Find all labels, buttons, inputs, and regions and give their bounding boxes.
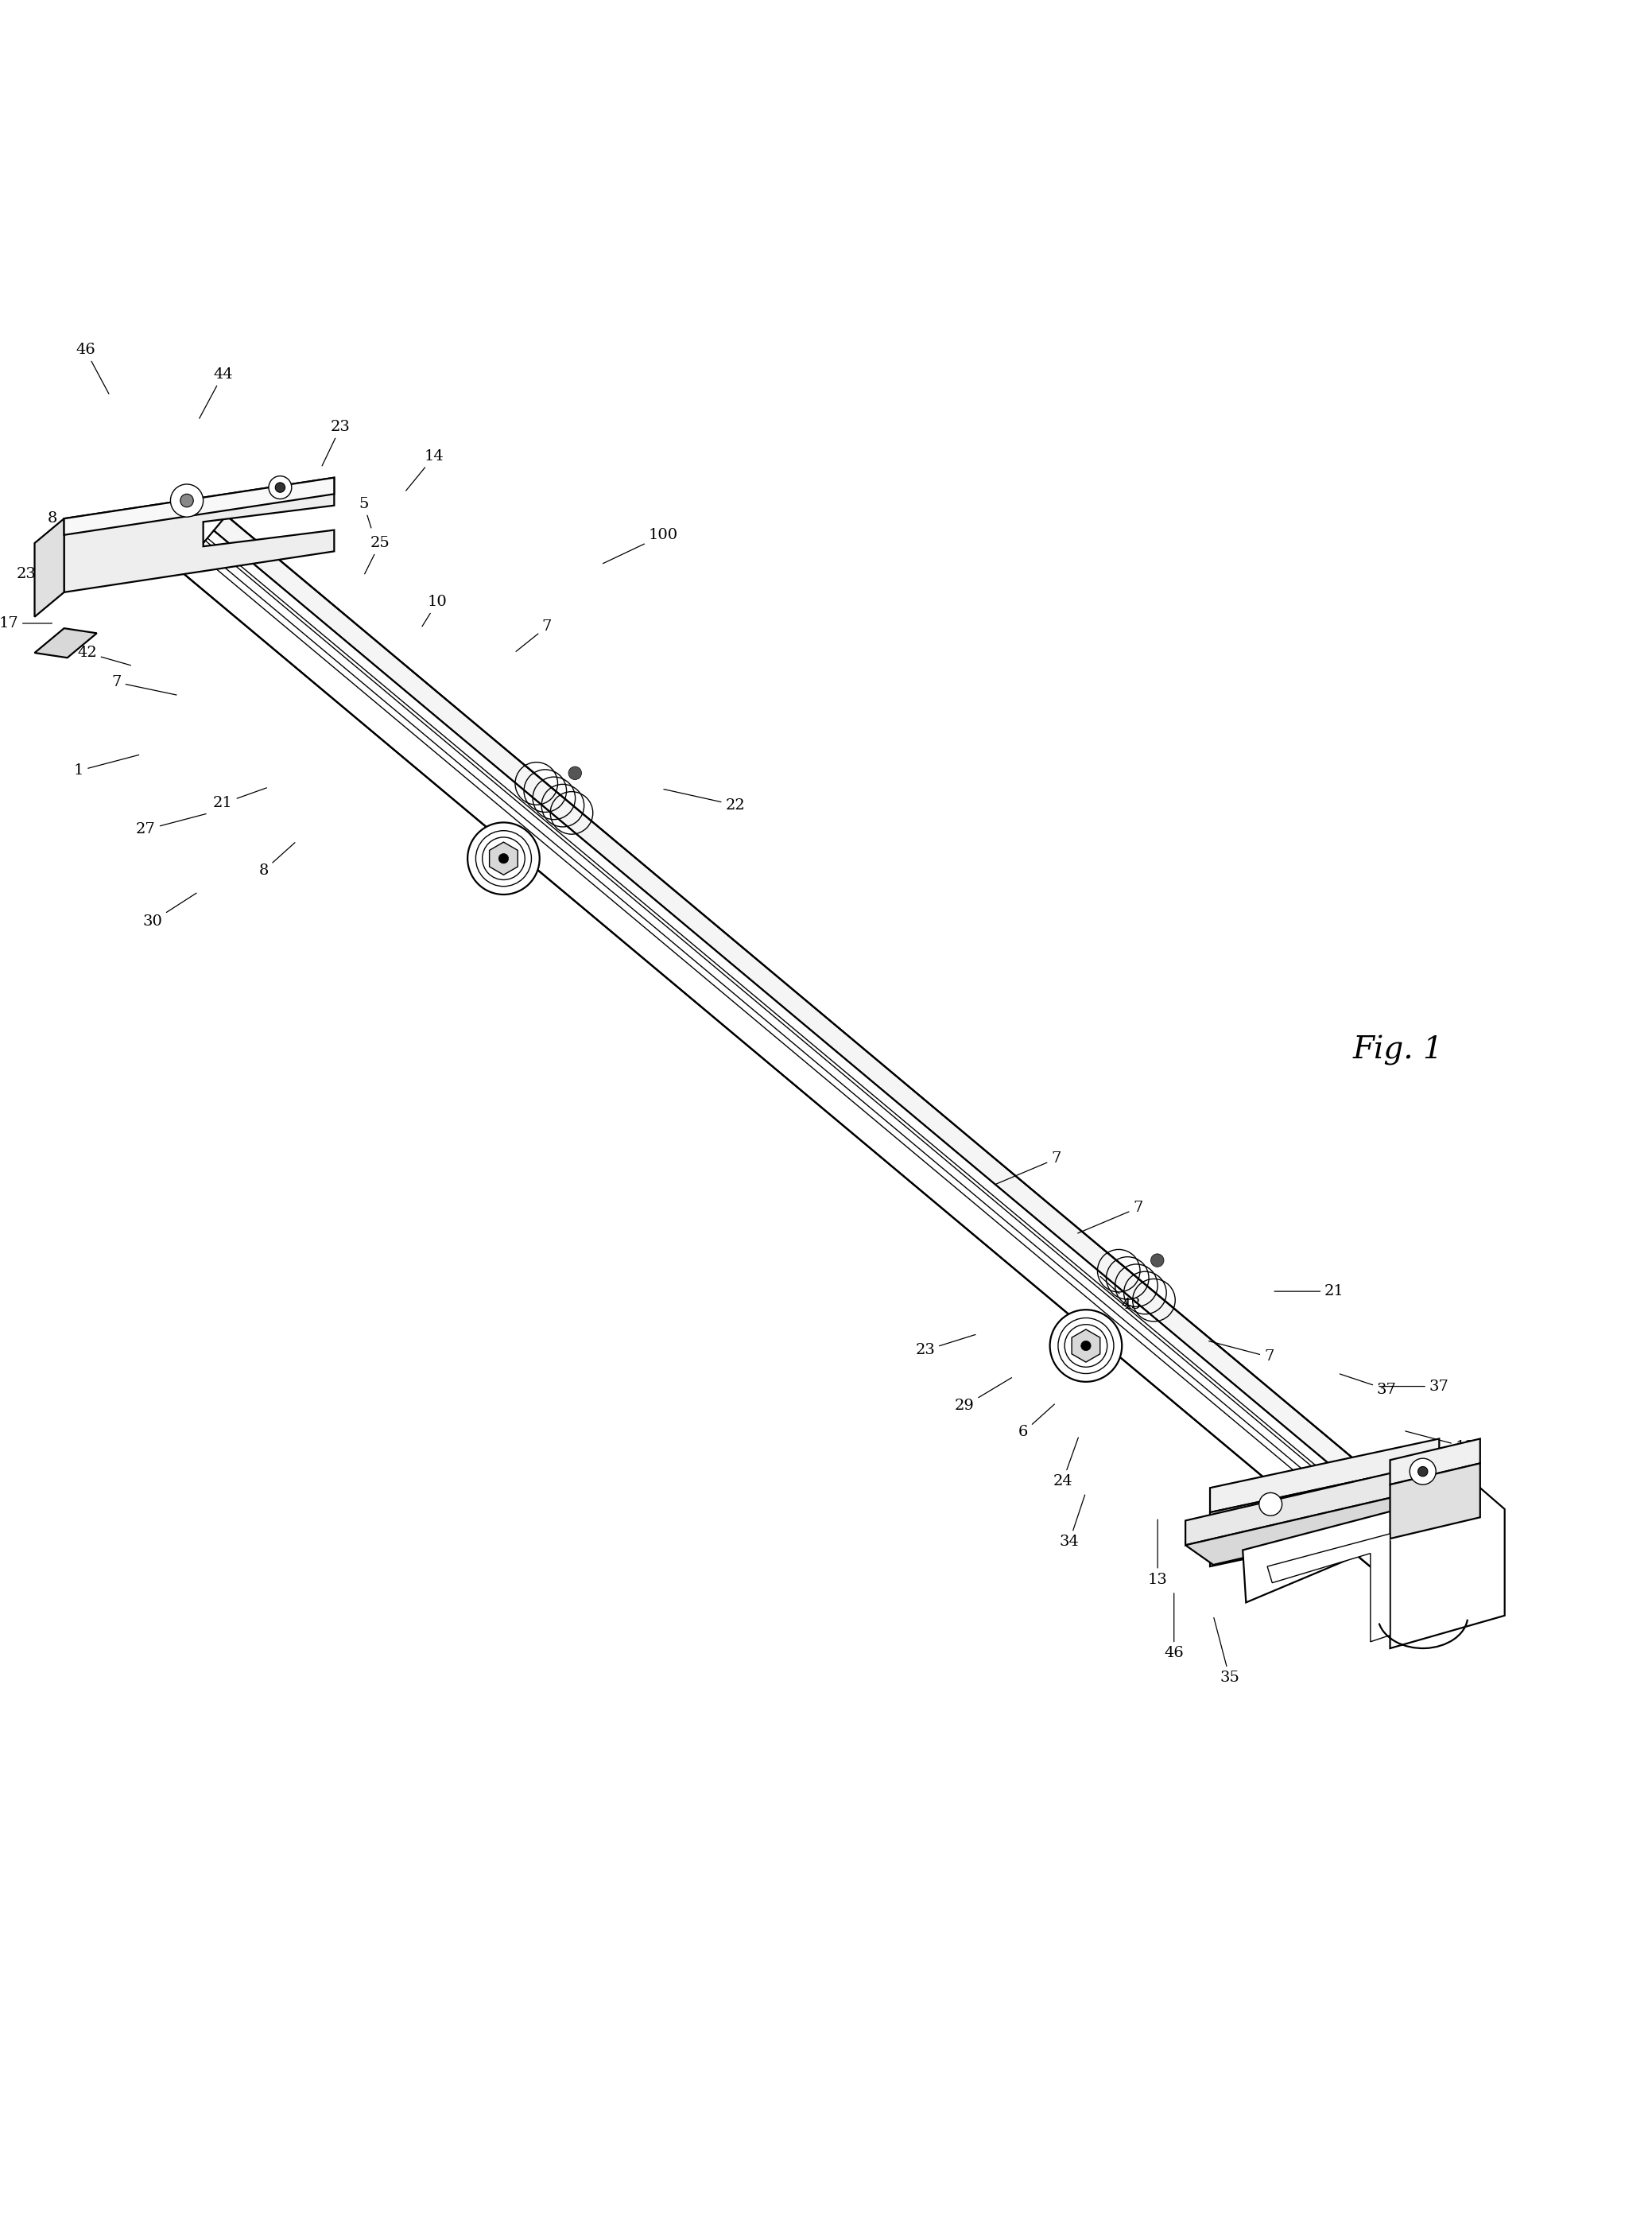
Text: 7: 7 [1077, 1201, 1143, 1234]
Text: 42: 42 [78, 645, 131, 665]
Circle shape [1417, 1467, 1427, 1476]
Text: 23: 23 [17, 563, 64, 581]
Circle shape [1259, 1494, 1282, 1516]
Text: 7: 7 [996, 1152, 1061, 1183]
Polygon shape [35, 629, 97, 658]
Circle shape [170, 483, 203, 516]
Text: 10: 10 [423, 594, 448, 627]
Polygon shape [1242, 1487, 1505, 1649]
Circle shape [1051, 1310, 1122, 1383]
Text: 23: 23 [322, 419, 350, 465]
Text: 24: 24 [1052, 1438, 1079, 1489]
Circle shape [499, 853, 509, 864]
Text: 29: 29 [955, 1378, 1011, 1414]
Text: 35: 35 [1214, 1618, 1239, 1684]
Text: 6: 6 [1018, 1405, 1054, 1440]
Polygon shape [1389, 1463, 1480, 1538]
Text: 22: 22 [664, 789, 745, 813]
Text: 100: 100 [603, 527, 677, 563]
Polygon shape [1267, 1533, 1389, 1642]
Text: 7: 7 [112, 676, 177, 696]
Circle shape [269, 476, 292, 499]
Polygon shape [64, 479, 334, 534]
Polygon shape [213, 516, 1479, 1578]
Polygon shape [489, 842, 517, 875]
Text: 7: 7 [1209, 1341, 1274, 1365]
Circle shape [180, 494, 193, 507]
Text: 37: 37 [1379, 1378, 1449, 1394]
Text: 21: 21 [1274, 1285, 1345, 1299]
Text: 17: 17 [0, 616, 53, 632]
Text: 37: 37 [1340, 1374, 1396, 1396]
Text: 46: 46 [76, 343, 109, 394]
Polygon shape [1209, 1438, 1439, 1511]
Text: 27: 27 [135, 813, 206, 838]
Polygon shape [1389, 1438, 1480, 1485]
Text: 46: 46 [1165, 1593, 1184, 1660]
Polygon shape [1209, 1463, 1439, 1567]
Text: 13: 13 [1148, 1520, 1168, 1587]
Text: 7: 7 [515, 620, 552, 652]
Text: 33: 33 [1373, 1494, 1442, 1516]
Text: 5: 5 [358, 496, 372, 527]
Circle shape [468, 822, 540, 895]
Text: 43: 43 [1100, 1276, 1142, 1312]
Circle shape [1151, 1254, 1165, 1268]
Circle shape [568, 767, 582, 780]
Text: 30: 30 [142, 893, 197, 929]
Text: 44: 44 [200, 368, 233, 419]
Circle shape [276, 483, 286, 492]
Text: 14: 14 [406, 450, 444, 490]
Polygon shape [1072, 1330, 1100, 1363]
Polygon shape [180, 530, 1465, 1618]
Text: 25: 25 [365, 536, 390, 574]
Text: 8: 8 [48, 512, 91, 532]
Polygon shape [1186, 1485, 1475, 1564]
Circle shape [1080, 1341, 1090, 1352]
Polygon shape [64, 479, 334, 592]
Polygon shape [1186, 1460, 1447, 1545]
Text: Fig. 1: Fig. 1 [1353, 1035, 1444, 1066]
Circle shape [1409, 1458, 1436, 1485]
Text: 13: 13 [1406, 1432, 1475, 1454]
Text: 23: 23 [915, 1334, 975, 1358]
Text: 1: 1 [74, 756, 139, 778]
Polygon shape [35, 519, 64, 616]
Text: 8: 8 [259, 842, 296, 878]
Text: 21: 21 [213, 789, 266, 811]
Text: 34: 34 [1059, 1496, 1085, 1549]
